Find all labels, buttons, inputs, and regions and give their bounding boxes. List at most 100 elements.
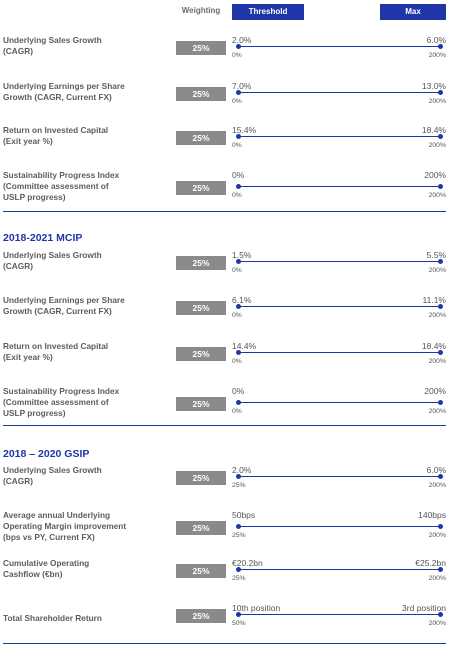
max-value: 3rd position [402, 603, 446, 613]
max-value: 140bps [418, 510, 446, 520]
metric-label: Total Shareholder Return [3, 613, 171, 624]
vesting-pct-low: 0% [232, 192, 242, 199]
max-marker [438, 400, 443, 405]
vesting-pct-low: 0% [232, 312, 242, 319]
vesting-pct-high: 200% [428, 532, 446, 539]
section-divider [3, 211, 446, 212]
threshold-marker [236, 350, 241, 355]
weighting-value: 25% [176, 41, 226, 55]
metric-label: Sustainability Progress Index (Committee … [3, 170, 171, 203]
weighting-value: 25% [176, 256, 226, 270]
threshold-marker [236, 259, 241, 264]
vesting-scale-line [238, 261, 440, 262]
vesting-scale-line [238, 526, 440, 527]
max-value: 11.1% [422, 295, 446, 305]
vesting-pct-low: 0% [232, 98, 242, 105]
threshold-value: 2.0% [232, 35, 252, 45]
max-value: 18.4% [421, 125, 446, 135]
vesting-pct-high: 200% [428, 575, 446, 582]
threshold-value: 2.0% [232, 465, 252, 475]
threshold-marker [236, 44, 241, 49]
section-title: 2018 – 2020 GSIP [3, 448, 90, 460]
metric-label: Cumulative Operating Cashflow (€bn) [3, 558, 171, 580]
vesting-scale-line [238, 569, 440, 570]
threshold-marker [236, 474, 241, 479]
section-title: 2018-2021 MCIP [3, 232, 83, 244]
threshold-value: 0% [232, 170, 245, 180]
metric-label: Return on Invested Capital (Exit year %) [3, 125, 171, 147]
threshold-value: 15.4% [232, 125, 257, 135]
vesting-pct-high: 200% [428, 312, 446, 319]
threshold-value: 7.0% [232, 81, 252, 91]
vesting-pct-low: 25% [232, 482, 246, 489]
weighting-value: 25% [176, 521, 226, 535]
metric-label: Average annual Underlying Operating Margi… [3, 510, 171, 543]
max-marker [438, 184, 443, 189]
max-marker [438, 474, 443, 479]
weighting-value: 25% [176, 397, 226, 411]
vesting-scale-line [238, 92, 440, 93]
metric-label-line: Return on Invested Capital [3, 341, 109, 351]
weighting-value: 25% [176, 131, 226, 145]
vesting-scale-line [238, 46, 440, 47]
threshold-marker [236, 134, 241, 139]
vesting-pct-high: 200% [428, 482, 446, 489]
vesting-scale-line [238, 352, 440, 353]
threshold-marker [236, 304, 241, 309]
vesting-pct-high: 200% [428, 52, 446, 59]
max-marker [438, 612, 443, 617]
max-marker [438, 134, 443, 139]
weighting-header: Weighting [181, 6, 221, 15]
section-divider [3, 643, 446, 644]
metric-label-line: (CAGR) [3, 261, 33, 271]
vesting-pct-low: 0% [232, 142, 242, 149]
vesting-scale-line [238, 306, 440, 307]
metric-label: Underlying Sales Growth (CAGR) [3, 250, 171, 272]
weighting-value: 25% [176, 181, 226, 195]
vesting-pct-high: 200% [428, 142, 446, 149]
threshold-header: Threshold [232, 4, 304, 20]
max-value: 200% [424, 386, 446, 396]
metric-label: Sustainability Progress Index (Committee … [3, 386, 171, 419]
max-value: 6.0% [426, 35, 446, 45]
max-value: 13.0% [421, 81, 446, 91]
vesting-pct-high: 200% [428, 267, 446, 274]
metric-label-line: Underlying Sales Growth [3, 35, 102, 45]
vesting-scale-line [238, 614, 440, 615]
threshold-marker [236, 612, 241, 617]
vesting-pct-low: 25% [232, 532, 246, 539]
threshold-marker [236, 184, 241, 189]
weighting-value: 25% [176, 301, 226, 315]
metric-label-line: Underlying Earnings per Share [3, 81, 125, 91]
metric-label-line: Total Shareholder Return [3, 613, 102, 623]
metric-label-line: Growth (CAGR, Current FX) [3, 306, 112, 316]
metric-label-line: Underlying Sales Growth [3, 250, 102, 260]
vesting-pct-low: 0% [232, 408, 242, 415]
metric-label: Underlying Sales Growth (CAGR) [3, 465, 171, 487]
max-marker [438, 44, 443, 49]
vesting-pct-high: 200% [428, 358, 446, 365]
weighting-value: 25% [176, 609, 226, 623]
weighting-value: 25% [176, 347, 226, 361]
vesting-pct-low: 0% [232, 358, 242, 365]
metric-label-line: Average annual Underlying [3, 510, 111, 520]
metric-label-line: Underlying Sales Growth [3, 465, 102, 475]
vesting-pct-high: 200% [428, 408, 446, 415]
vesting-pct-high: 200% [428, 620, 446, 627]
metric-label-line: Cumulative Operating [3, 558, 90, 568]
section-divider [3, 425, 446, 426]
metric-label-line: (Committee assessment of [3, 397, 109, 407]
metric-label-line: (bps vs PY, Current FX) [3, 532, 95, 542]
threshold-marker [236, 90, 241, 95]
weighting-value: 25% [176, 87, 226, 101]
threshold-value: 50bps [232, 510, 256, 520]
vesting-pct-low: 50% [232, 620, 246, 627]
metric-label-line: Sustainability Progress Index [3, 170, 120, 180]
metric-label-line: Growth (CAGR, Current FX) [3, 92, 112, 102]
vesting-scale-line [238, 136, 440, 137]
threshold-value: €20.2bn [232, 558, 263, 568]
threshold-value: 0% [232, 386, 245, 396]
metric-label-line: Operating Margin improvement [3, 521, 127, 531]
threshold-value: 6.1% [232, 295, 252, 305]
max-marker [438, 567, 443, 572]
